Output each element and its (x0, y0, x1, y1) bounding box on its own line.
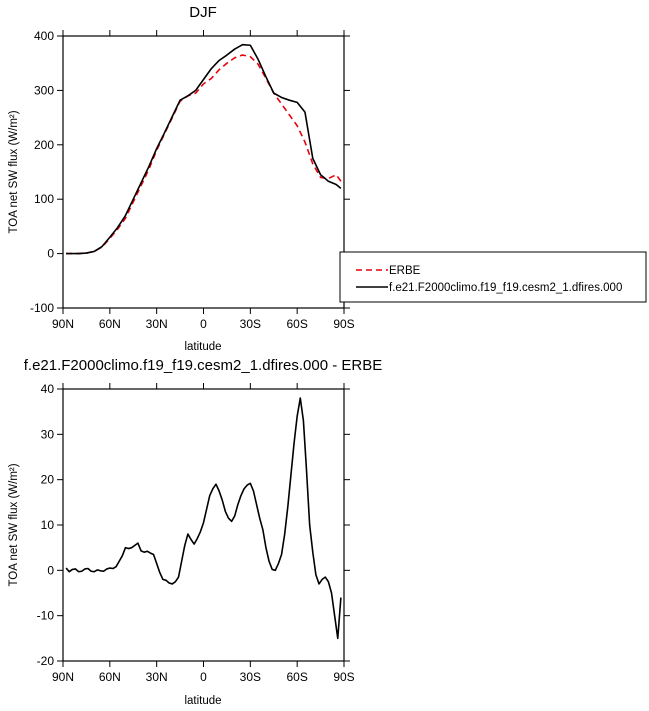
y-tick-label: 300 (34, 83, 54, 97)
bottom-chart-title: f.e21.F2000climo.f19_f19.cesm2_1.dfires.… (24, 357, 383, 374)
bottom-panel: f.e21.F2000climo.f19_f19.cesm2_1.dfires.… (8, 357, 382, 707)
x-tick-label: 60S (286, 317, 307, 331)
x-tick-label: 90S (333, 670, 354, 684)
y-tick-label: 0 (47, 563, 54, 577)
bottom-x-axis-label: latitude (184, 695, 221, 707)
series-line-erbe (66, 54, 342, 255)
bottom-plot-area: -20 -10 0 10 20 30 40 90N 60N 30N 0 30S 60S 90S (37, 382, 355, 684)
x-tick-label: 30S (240, 670, 261, 684)
x-tick-label: 90N (52, 317, 74, 331)
top-plot-frame (62, 35, 345, 309)
legend-label-erbe: ERBE (389, 265, 421, 277)
legend-label-model: f.e21.F2000climo.f19_f19.cesm2_1.dfires.… (389, 282, 622, 294)
y-tick-label: 200 (34, 138, 54, 152)
x-tick-label: 0 (200, 317, 207, 331)
legend: ERBE f.e21.F2000climo.f19_f19.cesm2_1.df… (339, 251, 647, 303)
y-tick-label: 100 (34, 192, 54, 206)
top-y-axis: -100 0 100 200 300 400 (30, 29, 350, 315)
top-plot-area: -100 0 100 200 300 400 90N 60N 30N 0 30S 60S 90S (30, 29, 355, 331)
x-tick-label: 90S (333, 317, 354, 331)
y-tick-label: 0 (47, 247, 54, 261)
top-y-axis-label: TOA net SW flux (W/m²) (8, 110, 20, 233)
top-chart-title: DJF (189, 4, 217, 21)
bottom-x-axis: 90N 60N 30N 0 30S 60S 90S (52, 383, 355, 684)
top-series-lines (66, 43, 342, 255)
y-tick-label: 40 (41, 382, 55, 396)
x-tick-label: 60N (99, 317, 121, 331)
top-x-axis: 90N 60N 30N 0 30S 60S 90S (52, 30, 355, 331)
y-tick-label: 10 (41, 518, 55, 532)
y-tick-label: -100 (30, 301, 54, 315)
y-tick-label: 30 (41, 427, 55, 441)
x-tick-label: 30S (240, 317, 261, 331)
y-tick-label: 400 (34, 29, 54, 43)
x-tick-label: 60S (286, 670, 307, 684)
x-tick-label: 30N (146, 317, 168, 331)
x-tick-label: 90N (52, 670, 74, 684)
y-tick-label: 20 (41, 473, 55, 487)
x-tick-label: 60N (99, 670, 121, 684)
bottom-series-lines (65, 397, 342, 640)
bottom-y-axis-label: TOA net SW flux (W/m²) (8, 463, 20, 586)
legend-box (339, 251, 647, 303)
top-x-axis-label: latitude (184, 341, 221, 353)
y-tick-label: -10 (37, 609, 55, 623)
series-line-0 (65, 397, 342, 640)
series-line-1 (66, 43, 342, 255)
bottom-y-axis: -20 -10 0 10 20 30 40 (37, 382, 350, 668)
x-tick-label: 0 (200, 670, 207, 684)
x-tick-label: 30N (146, 670, 168, 684)
y-tick-label: -20 (37, 654, 55, 668)
